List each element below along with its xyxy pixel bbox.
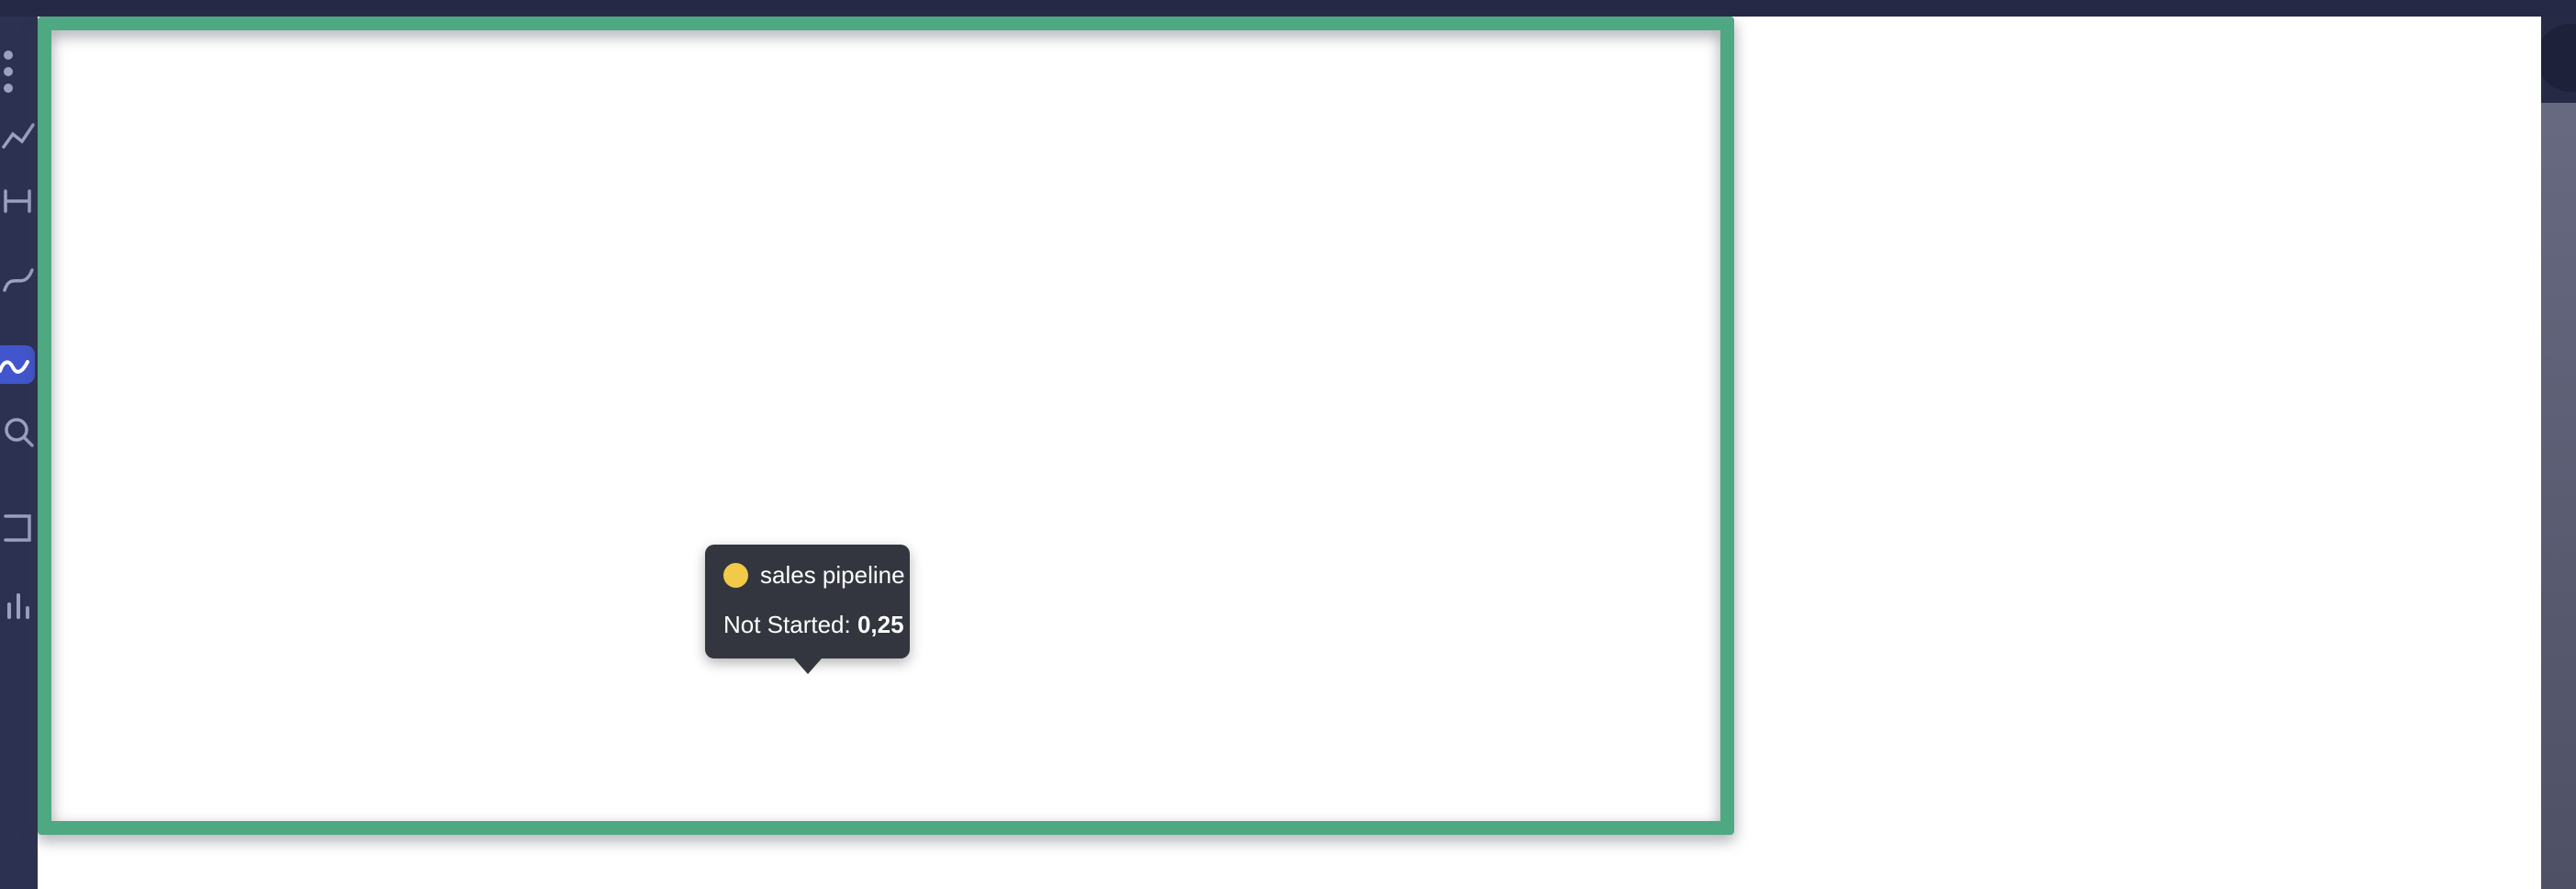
chart-widget-modal: [38, 17, 2541, 889]
background-page-strip: [2541, 0, 2576, 889]
tooltip-series-name: sales pipeline: [760, 561, 905, 589]
tooltip-value: 0,25: [857, 611, 904, 638]
top-bar-strip: [0, 0, 2576, 17]
tooltip-status-label: Not Started:: [723, 611, 857, 638]
chart-tooltip: sales pipeline Not Started: 0,25: [705, 545, 910, 674]
sidebar-nav-icon[interactable]: [2, 261, 37, 298]
sidebar-nav-icon[interactable]: [2, 184, 37, 220]
sidebar-nav-icon[interactable]: [2, 511, 37, 547]
sidebar-active-app-tile[interactable]: [0, 345, 35, 384]
tooltip-caret: [793, 658, 822, 674]
more-dots-icon[interactable]: [2, 48, 37, 99]
search-nav-icon[interactable]: [2, 415, 37, 452]
chart-nav-icon[interactable]: [2, 588, 37, 625]
tooltip-series-dot: [723, 563, 748, 588]
sidebar-nav-icon[interactable]: [2, 119, 37, 156]
app-sidebar: [0, 0, 38, 889]
